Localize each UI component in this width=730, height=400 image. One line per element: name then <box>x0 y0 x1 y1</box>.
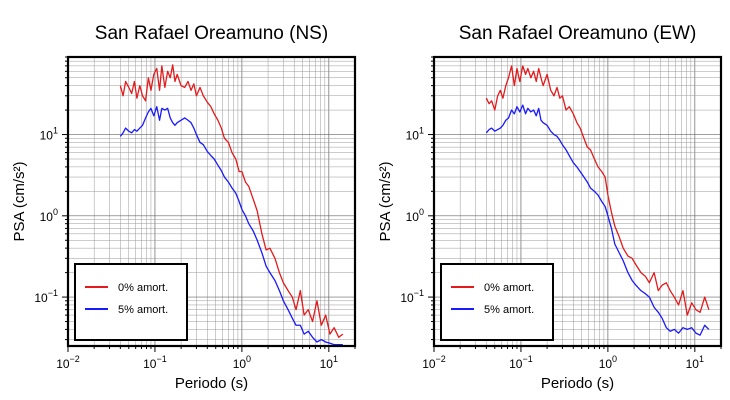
x-tick-label: 100 <box>599 354 617 371</box>
series-line-0pct <box>119 64 344 338</box>
legend-label: 0% amort. <box>118 282 168 294</box>
y-tick-label: 100 <box>40 207 58 224</box>
chart-panel-ew: San Rafael Oreamuno (EW) Periodo (s) PSA… <box>377 23 723 392</box>
legend: 0% amort. 5% amort. <box>74 263 188 341</box>
x-tick-label: 10−1 <box>509 354 533 371</box>
series-line-5pct <box>119 106 343 346</box>
series-line-5pct <box>485 104 710 336</box>
series-line-0pct <box>485 65 710 316</box>
x-tick-label: 10−1 <box>143 354 167 371</box>
legend-label: 0% amort. <box>484 282 534 294</box>
legend-box <box>440 263 554 341</box>
x-tick-label: 101 <box>320 354 338 371</box>
y-tick-label: 101 <box>406 126 424 143</box>
x-tick-label: 100 <box>233 354 251 371</box>
chart-title: San Rafael Oreamuno (NS) <box>95 23 328 44</box>
chart-title: San Rafael Oreamuno (EW) <box>459 23 697 44</box>
legend-box <box>74 263 188 341</box>
x-tick-label: 101 <box>686 354 704 371</box>
y-tick-label: 10−1 <box>400 288 424 305</box>
series-group <box>485 65 710 336</box>
y-axis-label: PSA (cm/s²) <box>377 161 394 241</box>
x-axis-label: Periodo (s) <box>175 375 248 392</box>
series-group <box>119 64 344 346</box>
y-tick-label: 10−1 <box>34 288 58 305</box>
legend: 0% amort. 5% amort. <box>440 263 554 341</box>
legend-label: 5% amort. <box>484 304 534 316</box>
y-axis-label: PSA (cm/s²) <box>11 161 28 241</box>
chart-panel-ns: San Rafael Oreamuno (NS) Periodo (s) PSA… <box>11 23 357 392</box>
x-tick-label: 10−2 <box>56 354 80 371</box>
legend-label: 5% amort. <box>118 304 168 316</box>
x-axis-label: Periodo (s) <box>541 375 614 392</box>
y-tick-label: 100 <box>406 207 424 224</box>
plot-frame <box>66 55 357 348</box>
x-tick-label: 10−2 <box>422 354 446 371</box>
plot-frame <box>432 55 723 348</box>
y-tick-label: 101 <box>40 126 58 143</box>
